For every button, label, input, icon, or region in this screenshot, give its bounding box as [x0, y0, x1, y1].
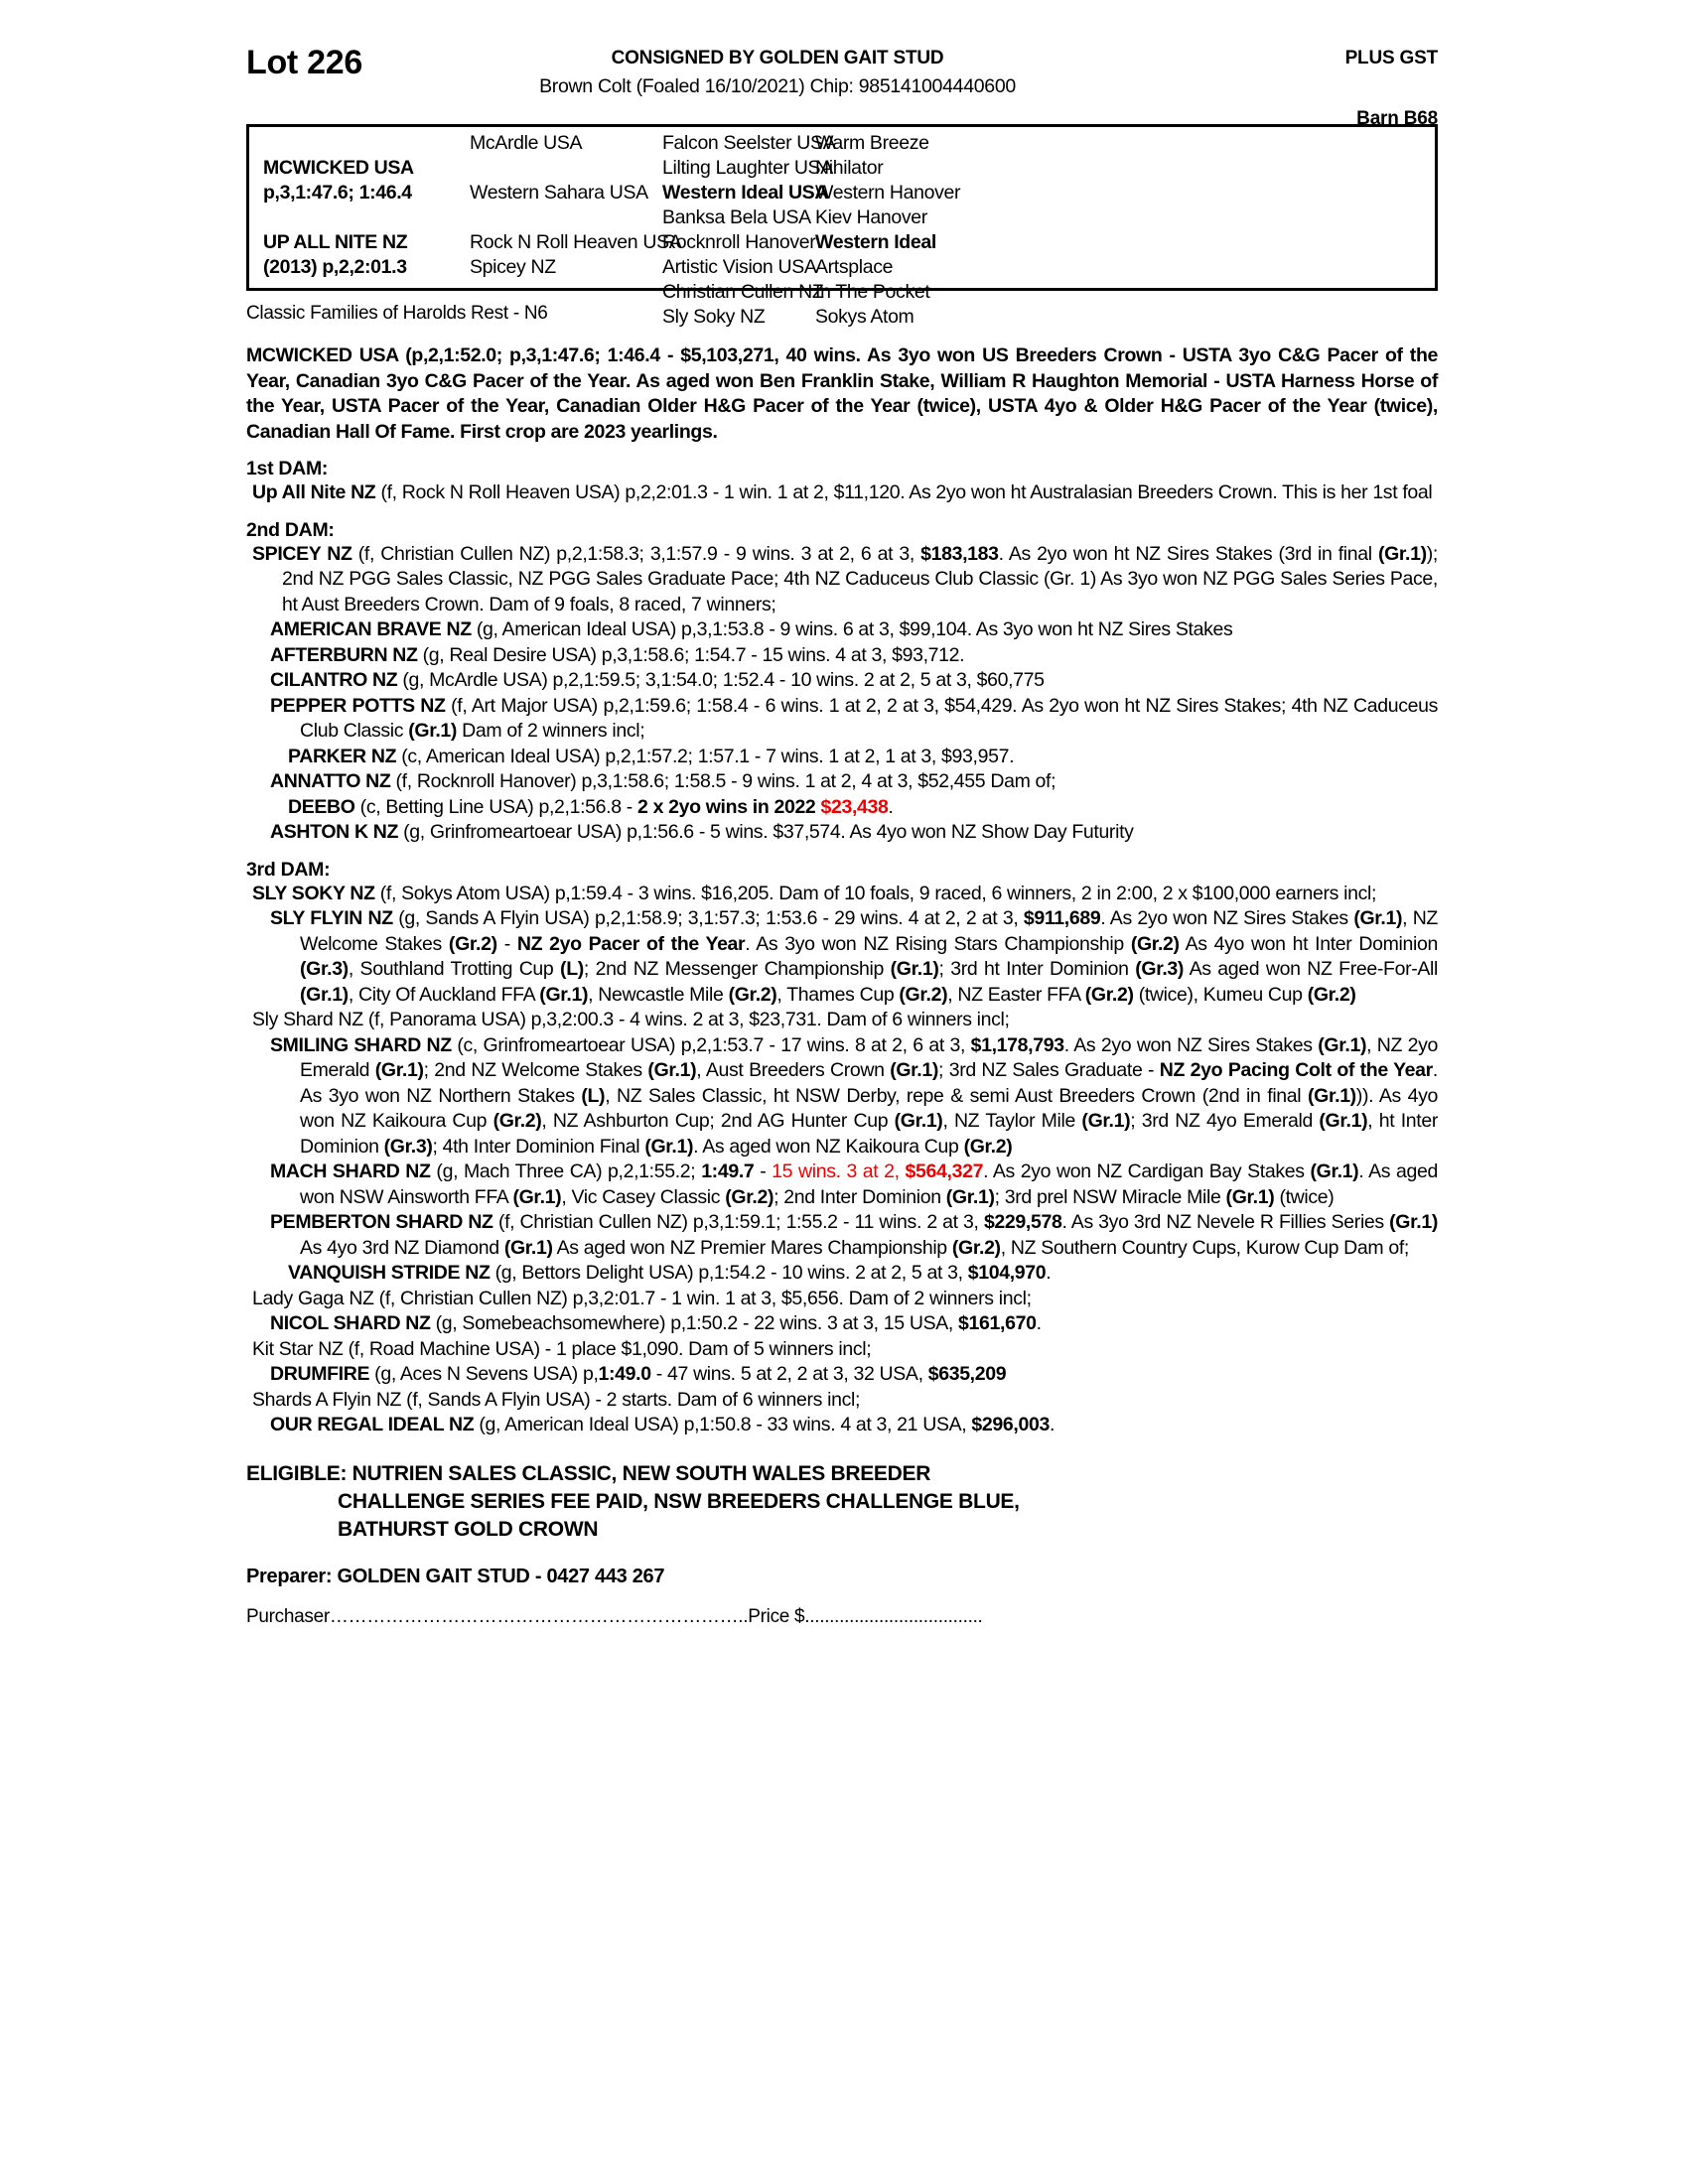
pedigree-gen3-5: Rocknroll Hanover [662, 231, 816, 253]
pedigree-entry: PARKER NZ (c, American Ideal USA) p,2,1:… [288, 745, 1015, 767]
pedigree-gen4-8: Sokys Atom [815, 306, 914, 328]
eligible-line-3: BATHURST GOLD CROWN [338, 1517, 599, 1541]
pedigree-gen4-3: Western Hanover [815, 182, 961, 204]
pedigree-entry: CILANTRO NZ (g, McArdle USA) p,2,1:59.5;… [270, 669, 1045, 691]
pedigree-entry: Kit Star NZ (f, Road Machine USA) - 1 pl… [252, 1337, 872, 1360]
eligible-line-2: CHALLENGE SERIES FEE PAID, NSW BREEDERS … [338, 1489, 1020, 1513]
pedigree-entry: NICOL SHARD NZ (g, Somebeachsomewhere) p… [270, 1312, 1042, 1334]
pedigree-entry: ANNATTO NZ (f, Rocknroll Hanover) p,3,1:… [270, 770, 1056, 792]
dam-heading: 1st DAM: [246, 458, 329, 479]
pedigree-entry: OUR REGAL IDEAL NZ (g, American Ideal US… [270, 1414, 1055, 1435]
pedigree-entry: VANQUISH STRIDE NZ (g, Bettors Delight U… [288, 1262, 1052, 1284]
pedigree-entry: PEMBERTON SHARD NZ (f, Christian Cullen … [270, 1211, 1438, 1259]
pedigree-entry: Sly Shard NZ (f, Panorama USA) p,3,2:00.… [252, 1009, 1010, 1030]
sire-record: p,3,1:47.6; 1:46.4 [263, 182, 412, 204]
pedigree-gen4-6: Artsplace [815, 256, 894, 278]
pedigree-gen3-8: Sly Soky NZ [662, 306, 766, 328]
dam-heading: 3rd DAM: [246, 858, 331, 881]
colt-description: Brown Colt (Foaled 16/10/2021) Chip: 985… [539, 75, 1016, 97]
pedigree-entry: SMILING SHARD NZ (c, Grinfromeartoear US… [270, 1033, 1438, 1158]
pedigree-gen2-3: Rock N Roll Heaven USA [470, 231, 682, 253]
pedigree-entry: AFTERBURN NZ (g, Real Desire USA) p,3,1:… [270, 643, 965, 666]
pedigree-gen2-2: Western Sahara USA [470, 182, 648, 204]
pedigree-entry: DRUMFIRE (g, Aces N Sevens USA) p,1:49.0… [270, 1363, 1007, 1385]
pedigree-entry: AMERICAN BRAVE NZ (g, American Ideal USA… [270, 618, 1233, 640]
barn-label: Barn B68 [1356, 108, 1438, 129]
pedigree-gen3-2: Lilting Laughter USA [662, 157, 833, 179]
eligible-block: ELIGIBLE: NUTRIEN SALES CLASSIC, NEW SOU… [246, 1460, 1438, 1544]
lot-number: Lot 226 [246, 44, 362, 81]
purchaser-line: Purchaser…………………………………………………………..Price $… [246, 1605, 983, 1627]
pedigree-gen2-4: Spicey NZ [470, 256, 556, 278]
plus-gst-label: PLUS GST [1344, 48, 1439, 68]
pedigree-gen4-2: Nihilator [815, 157, 884, 179]
pedigree-entry: Shards A Flyin NZ (f, Sands A Flyin USA)… [252, 1388, 861, 1411]
dam-sections: 1st DAM: Up All Nite NZ (f, Rock N Roll H… [246, 458, 1438, 1438]
pedigree-gen3-3: Western Ideal USA [662, 182, 829, 204]
dam-name: UP ALL NITE NZ [263, 231, 408, 253]
pedigree-gen4-5: Western Ideal [815, 231, 936, 253]
pedigree-gen3-4: Banksa Bela USA [662, 206, 811, 228]
page-header: Lot 226 CONSIGNED BY GOLDEN GAIT STUD Br… [246, 30, 1439, 129]
pedigree-gen2-1: McArdle USA [470, 132, 583, 154]
classic-families-line: Classic Families of Harolds Rest - N6 [246, 303, 548, 324]
pedigree-gen4-4: Kiev Hanover [815, 206, 927, 228]
pedigree-entry: Up All Nite NZ (f, Rock N Roll Heaven US… [252, 481, 1433, 503]
dam-record: (2013) p,2,2:01.3 [263, 256, 407, 278]
pedigree-entry: SLY SOKY NZ (f, Sokys Atom USA) p,1:59.4… [252, 882, 1377, 904]
sire-name: MCWICKED USA [263, 157, 414, 179]
eligible-line-1: ELIGIBLE: NUTRIEN SALES CLASSIC, NEW SOU… [246, 1461, 931, 1485]
pedigree-gen3-1: Falcon Seelster USA [662, 132, 836, 154]
dam-heading: 2nd DAM: [246, 518, 335, 541]
pedigree-entry: SLY FLYIN NZ (g, Sands A Flyin USA) p,2,… [270, 907, 1438, 1006]
pedigree-entry: DEEBO (c, Betting Line USA) p,2,1:56.8 -… [288, 795, 894, 818]
pedigree-entry: PEPPER POTTS NZ (f, Art Major USA) p,2,1… [270, 694, 1439, 743]
preparer-line: Preparer: GOLDEN GAIT STUD - 0427 443 26… [246, 1565, 665, 1587]
pedigree-gen3-6: Artistic Vision USA [662, 256, 817, 278]
pedigree-entry: Lady Gaga NZ (f, Christian Cullen NZ) p,… [252, 1287, 1032, 1309]
sire-paragraph: MCWICKED USA (p,2,1:52.0; p,3,1:47.6; 1:… [246, 344, 1438, 443]
page-content: Lot 226 CONSIGNED BY GOLDEN GAIT STUD Br… [246, 30, 1438, 1628]
pedigree-gen3-7: Christian Cullen NZ [662, 281, 824, 303]
pedigree-gen4-1: Warm Breeze [815, 132, 929, 154]
pedigree-gen4-7: In The Pocket [815, 281, 930, 303]
pedigree-entry: ASHTON K NZ (g, Grinfromeartoear USA) p,… [270, 821, 1134, 843]
pedigree-table: MCWICKED USA p,3,1:47.6; 1:46.4 UP ALL N… [246, 124, 1438, 328]
consigned-by: CONSIGNED BY GOLDEN GAIT STUD [611, 48, 944, 68]
pedigree-entry: MACH SHARD NZ (g, Mach Three CA) p,2,1:5… [270, 1160, 1438, 1208]
pedigree-entry: SPICEY NZ (f, Christian Cullen NZ) p,2,1… [252, 542, 1438, 615]
